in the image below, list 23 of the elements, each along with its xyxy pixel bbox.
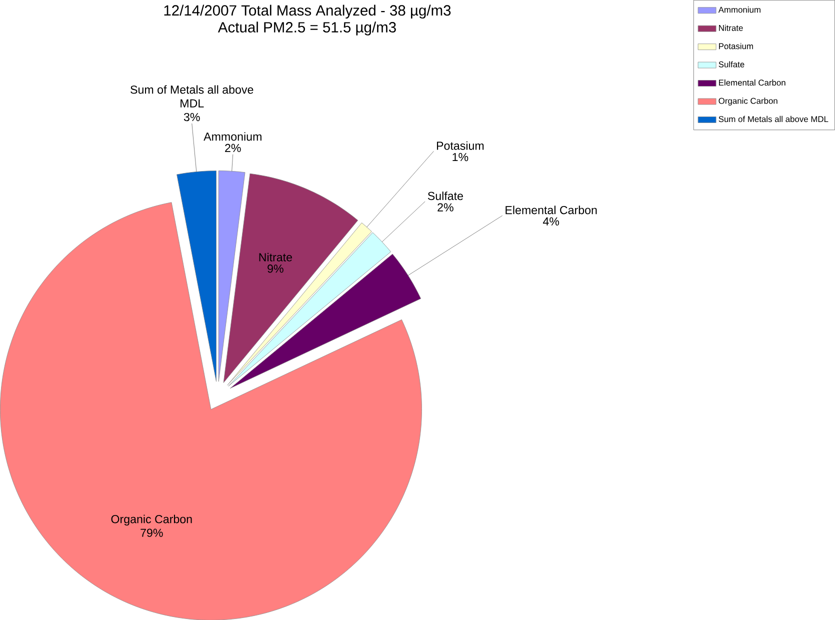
legend-label: Sum of Metals all above MDL xyxy=(718,116,828,122)
data-label: 2% xyxy=(438,203,454,212)
data-label: 3% xyxy=(184,112,200,121)
slice-label: Ammonium xyxy=(204,132,262,141)
text: Actual PM2.5 = 51.5 µg/m3 xyxy=(218,21,396,36)
legend-label: Elemental Carbon xyxy=(719,79,786,86)
slice-label: Organic Carbon xyxy=(111,514,192,526)
slice-label: Sulfate xyxy=(428,191,463,200)
chart-title: 12/14/2007 Total Mass Analyzed - 38 µg/m3 xyxy=(164,4,451,18)
data-label: 4% xyxy=(542,217,560,226)
legend-label: Potasium xyxy=(719,42,753,49)
slice-label: Elemental Carbon xyxy=(506,206,597,214)
data-label: 9% xyxy=(268,264,284,273)
slice-label: Sum of Metals all above MDL xyxy=(130,85,254,108)
legend-label: Sulfate xyxy=(718,61,744,68)
legend-label: Nitrate xyxy=(719,24,743,31)
slice-label: Potasium xyxy=(436,141,484,150)
data-label: 2% xyxy=(225,144,241,152)
data-label: 79% xyxy=(140,528,163,537)
slice-label: Nitrate xyxy=(259,252,292,262)
legend-label: Organic Carbon xyxy=(718,97,778,106)
legend-label: Ammonium xyxy=(718,6,760,13)
data-label: 1% xyxy=(452,152,468,161)
